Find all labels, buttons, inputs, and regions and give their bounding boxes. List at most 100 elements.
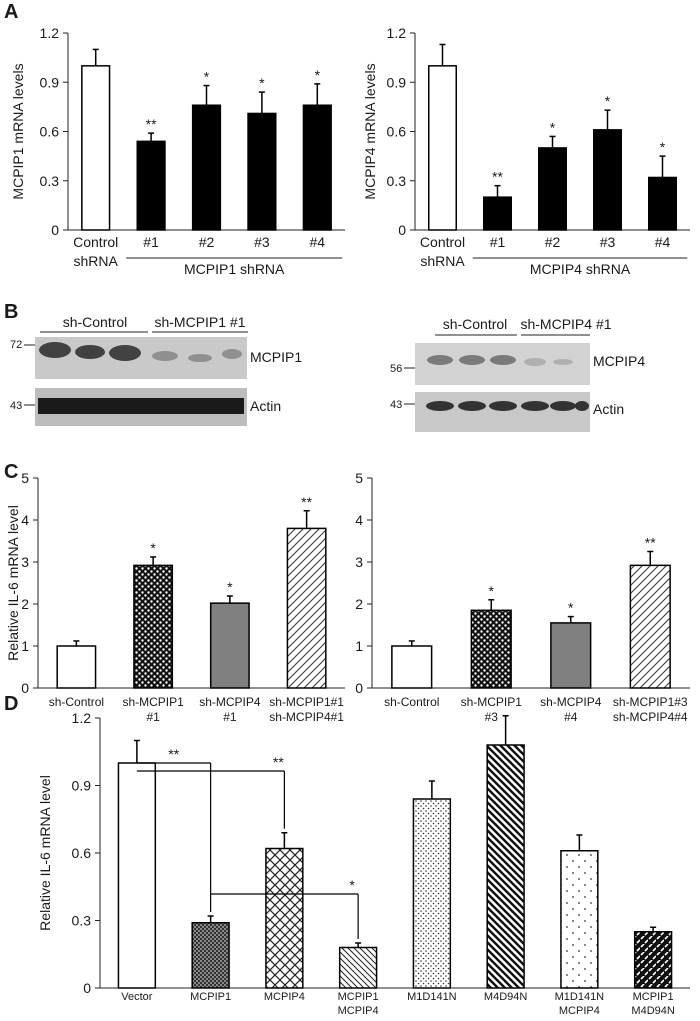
bar [648,176,677,231]
x-tick-label: sh-Control [384,695,439,709]
comparison-label: ** [168,746,179,762]
y-tick-label: 0.3 [40,173,60,189]
y-tick-label: 3 [21,554,29,570]
blot-image [35,337,247,379]
y-tick-label: 1.2 [72,710,92,726]
significance-label: * [568,600,574,616]
bar [470,609,512,689]
x-tick-label: #4 [655,234,671,250]
y-tick-label: 0 [21,680,29,696]
comparison-label: ** [273,754,284,770]
y-tick-label: 0.6 [40,124,60,140]
significance-label: * [315,67,321,83]
band-label: MCPIP4 [593,353,645,369]
x-tick-label: #1 [490,234,506,250]
significance-label: * [227,579,233,595]
y-tick-label: 0.9 [387,74,407,90]
bar [265,847,304,989]
y-tick-label: 0.9 [72,778,92,794]
panel-label: C [4,461,18,483]
bar [338,946,378,989]
lane-label: sh-MCPIP4 #1 [520,316,611,332]
bar [412,798,452,989]
x-tick-label: Control shRNA [73,234,118,269]
blot-band [38,398,244,414]
x-tick-label: M1D141N [407,991,457,1003]
x-tick-label: #4 [310,234,326,250]
x-tick-label: M4D94N [484,991,527,1003]
band-label: MCPIP1 [250,349,302,365]
y-tick-label: 0.9 [40,74,60,90]
x-tick-label: #3 [600,234,616,250]
comparison-label: * [349,877,355,893]
significance-label: * [550,119,556,135]
y-tick-label: 0.3 [387,173,407,189]
bar [629,564,671,689]
group-label: MCPIP1 shRNA [184,261,285,277]
bar [560,850,599,989]
band-label: Actin [250,398,281,414]
x-tick-label: MCPIP1 MCPIP4 [338,991,379,1017]
bar [136,140,166,231]
bar [486,744,525,989]
size-marker: 43 [390,399,402,411]
significance-label: ** [146,116,157,132]
x-tick-label: Vector [121,991,153,1003]
significance-label: * [605,93,611,109]
y-tick-label: 0.3 [72,913,92,929]
x-tick-label: sh-Control [49,695,104,709]
group-label: MCPIP4 shRNA [530,261,631,277]
x-tick-label: sh-MCPIP4 #4 [540,695,602,724]
significance-label: * [489,583,495,599]
bar [191,922,230,989]
bar [286,527,327,689]
y-tick-label: 1.2 [387,25,407,41]
significance-label: * [204,69,210,85]
y-tick-label: 0.6 [72,845,92,861]
y-tick-label: 4 [355,512,363,528]
blot-image [415,392,590,432]
x-tick-label: #1 [143,234,159,250]
western-blot: sh-Control sh-MCPIP1 #1 72 43 MCPIP1 Act… [10,314,302,426]
x-tick-label: M1D141N MCPIP4 [555,991,605,1017]
significance-label: * [660,139,666,155]
y-tick-label: 3 [355,554,363,570]
bar [593,129,622,231]
y-tick-label: 0 [355,680,363,696]
y-axis-label: Relative IL-6 mRNA level [37,775,53,931]
western-blot: sh-Control sh-MCPIP4 #1 56 43 MCPIP4 Act… [390,316,645,432]
x-tick-label: MCPIP1 [190,991,231,1003]
lane-label: sh-MCPIP1 #1 [154,314,245,330]
y-tick-label: 2 [355,596,363,612]
panel-label: B [4,301,18,323]
y-axis-label: MCPIP4 mRNA levels [362,63,378,199]
x-tick-label: MCPIP1 M4D94N [631,991,674,1017]
x-tick-label: sh-MCPIP1 #1 [122,695,184,724]
y-tick-label: 2 [21,596,29,612]
significance-label: ** [645,535,656,551]
lane-label: sh-Control [63,314,128,330]
y-tick-label: 1 [21,638,29,654]
x-tick-label: sh-MCPIP1#1 sh-MCPIP4#1 [269,695,344,724]
y-tick-label: 4 [21,512,29,528]
bar [550,622,592,689]
y-tick-label: 5 [355,470,363,486]
x-tick-label: #2 [545,234,561,250]
y-tick-label: 0 [51,222,59,238]
y-axis-label: MCPIP1 mRNA levels [10,63,26,199]
x-tick-label: Control shRNA [420,234,465,269]
y-tick-label: 0 [83,980,91,996]
bar [133,564,174,689]
bar-chart: 0 1 2 3 4 5 Relative IL-6 mRNA level sh-Control… [5,470,345,724]
lane-label: sh-Control [443,316,508,332]
bar [391,645,433,689]
x-tick-label: #2 [199,234,215,250]
y-axis-label: Relative IL-6 mRNA level [5,505,21,661]
bar-chart: 0 0.3 0.6 0.9 1.2 MCPIP1 mRNA levels Control sh… [10,25,345,277]
x-tick-label: sh-MCPIP4 #1 [199,695,261,724]
x-tick-label: sh-MCPIP1#3 sh-MCPIP4#4 [613,695,688,724]
y-tick-label: 0.6 [387,124,407,140]
bar [209,602,250,689]
bar [302,104,332,231]
